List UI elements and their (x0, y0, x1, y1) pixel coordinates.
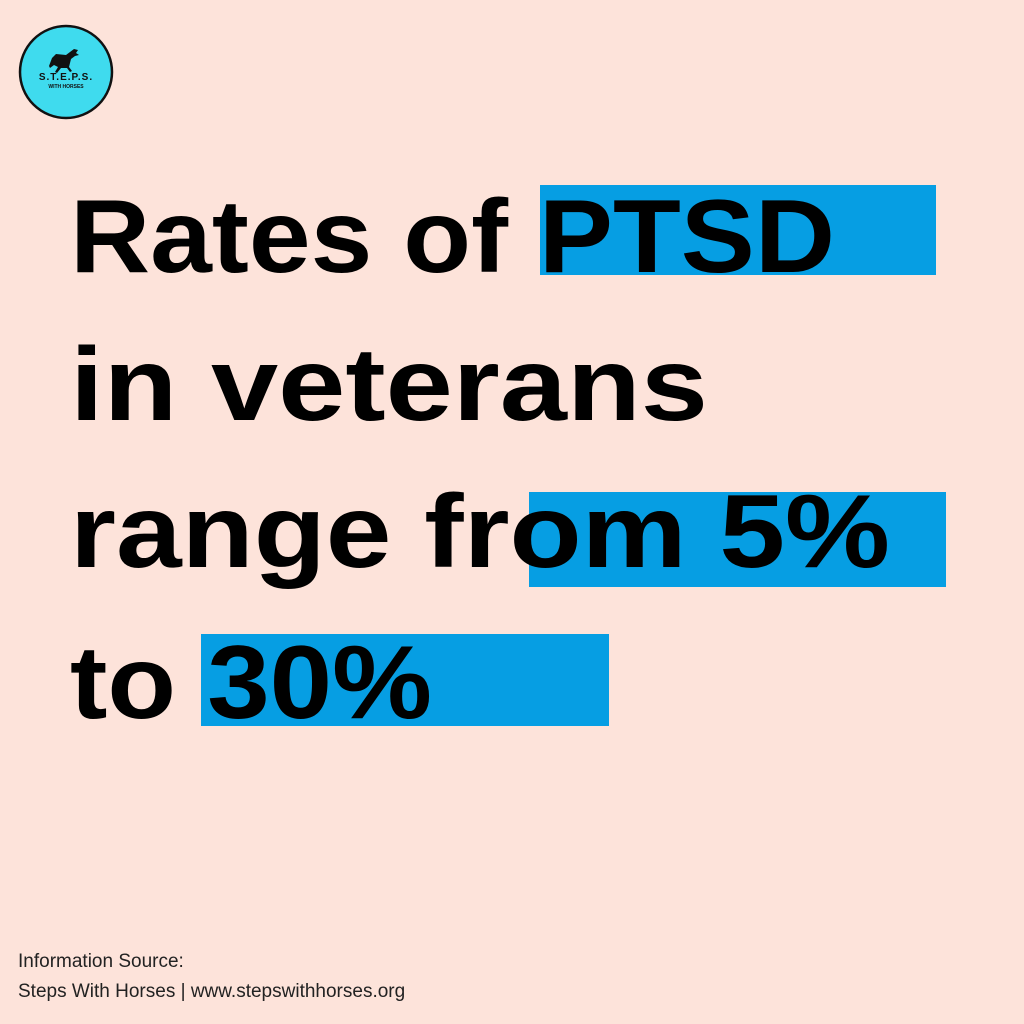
highlight (540, 185, 936, 275)
headline-line: to 30% (70, 625, 432, 741)
logo-circle (18, 24, 114, 120)
logo-subtitle: WITH HORSES (48, 84, 84, 90)
logo: S.T.E.P.S. WITH HORSES (18, 24, 114, 120)
highlight (529, 492, 946, 587)
source-label: Information Source: (18, 951, 184, 972)
horse-icon (49, 49, 79, 73)
source-text: Steps With Horses | www.stepswithhorses.… (18, 981, 405, 1002)
headline-line: in veterans (70, 327, 708, 443)
headline-line: Rates of PTSD (70, 179, 835, 295)
headline-line: range from 5% (70, 474, 890, 590)
highlight (201, 634, 609, 726)
logo-title: S.T.E.P.S. (39, 72, 93, 83)
